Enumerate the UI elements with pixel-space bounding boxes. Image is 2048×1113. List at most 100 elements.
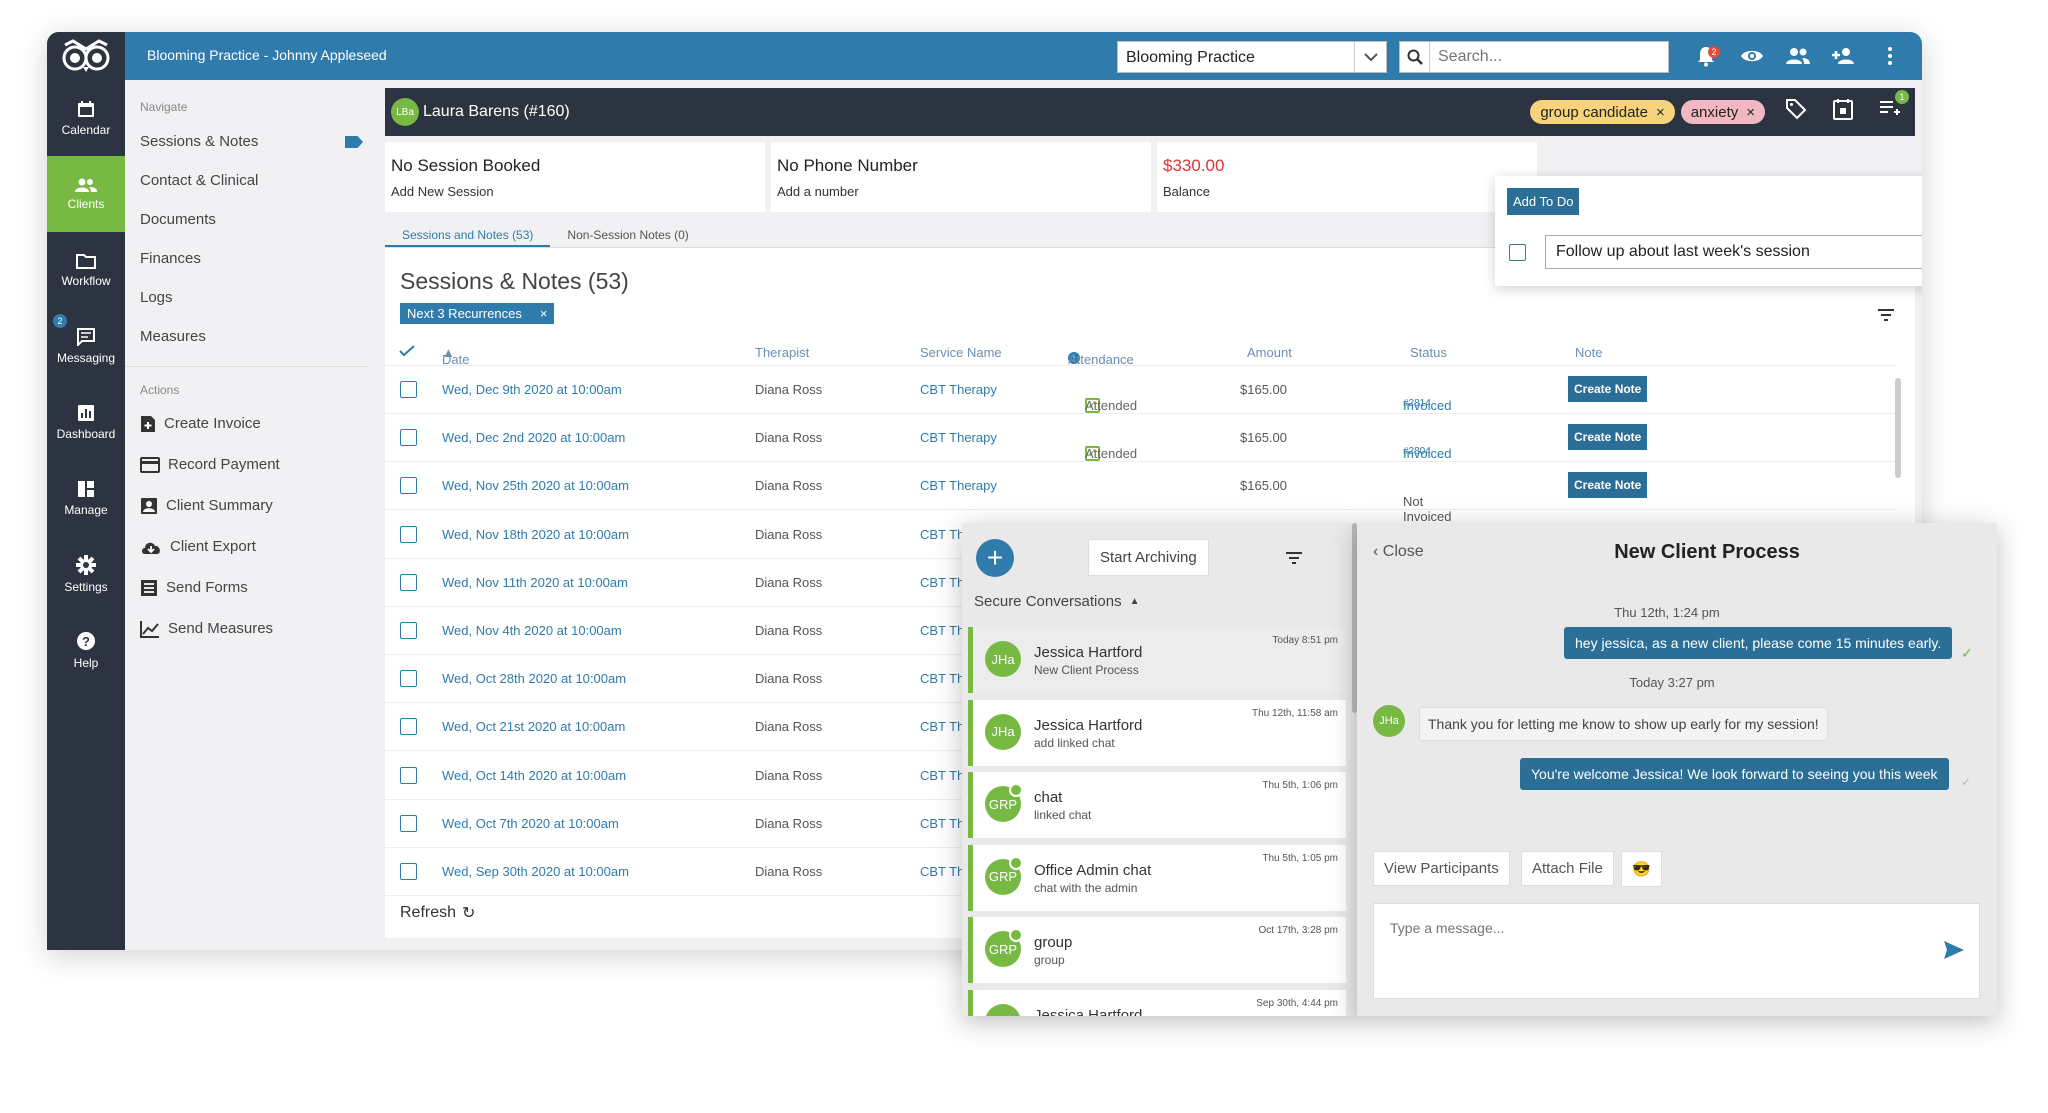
secure-conversations-heading[interactable]: Secure Conversations ▲: [974, 593, 1139, 610]
session-date[interactable]: Wed, Oct 28th 2020 at 10:00am: [442, 671, 627, 687]
remove-filter-icon[interactable]: ×: [539, 306, 548, 321]
message-input[interactable]: [1374, 904, 1934, 998]
send-icon[interactable]: [1943, 940, 1965, 965]
row-checkbox[interactable]: [400, 429, 417, 447]
create-note-button[interactable]: Create Note: [1568, 472, 1648, 499]
attach-file-button[interactable]: Attach File: [1521, 851, 1614, 886]
subnav-measures[interactable]: Measures: [125, 317, 379, 356]
tag-chip[interactable]: anxiety ×: [1680, 100, 1765, 124]
action-send-forms[interactable]: Send Forms: [125, 567, 379, 608]
action-client-summary[interactable]: Client Summary: [125, 485, 379, 526]
session-service[interactable]: CBT The: [920, 671, 972, 687]
subnav-finances[interactable]: Finances: [125, 239, 379, 278]
session-service[interactable]: CBT Therapy: [920, 430, 997, 446]
practice-select[interactable]: Blooming Practice: [1117, 41, 1387, 73]
conversation-item[interactable]: GRP chat linked chat Thu 5th, 1:06 pm: [968, 772, 1346, 838]
view-participants-button[interactable]: View Participants: [1373, 851, 1510, 886]
remove-tag-icon[interactable]: ×: [1655, 103, 1665, 121]
nav-clients[interactable]: Clients: [47, 156, 125, 232]
session-date[interactable]: Wed, Nov 18th 2020 at 10:00am: [442, 526, 629, 542]
subnav-logs[interactable]: Logs: [125, 278, 379, 317]
conversation-item[interactable]: JHa Jessica Hartford New Client Process Tod…: [968, 627, 1346, 693]
session-service[interactable]: CBT The: [920, 623, 972, 638]
search-icon[interactable]: [1400, 42, 1430, 72]
session-date[interactable]: Wed, Dec 9th 2020 at 10:00am: [442, 382, 622, 397]
todo-list-icon[interactable]: 1: [1879, 90, 1909, 125]
row-checkbox[interactable]: [400, 863, 417, 880]
table-scrollbar[interactable]: [1895, 378, 1901, 478]
session-card[interactable]: No Session Booked Add New Session: [385, 142, 765, 212]
nav-dashboard[interactable]: Dashboard: [47, 384, 125, 460]
recurrence-filter-chip[interactable]: Next 3 Recurrences ×: [400, 303, 555, 324]
search-input[interactable]: [1430, 42, 1660, 72]
emoji-button[interactable]: 😎: [1621, 851, 1662, 887]
filter-icon[interactable]: [1877, 308, 1895, 326]
remove-tag-icon[interactable]: ×: [1746, 103, 1755, 121]
nav-manage[interactable]: Manage: [47, 460, 125, 536]
balance-card[interactable]: $330.00 Balance: [1157, 142, 1537, 212]
subnav-sessions-notes[interactable]: Sessions & Notes: [125, 122, 379, 161]
row-checkbox[interactable]: [400, 718, 417, 736]
row-checkbox[interactable]: [400, 766, 417, 784]
session-service[interactable]: CBT The: [920, 719, 972, 735]
close-button[interactable]: ‹ Close: [1373, 543, 1424, 561]
session-service[interactable]: CBT Therapy: [920, 478, 997, 494]
card-sub[interactable]: Add New Session: [391, 184, 494, 199]
create-note-button[interactable]: Create Note: [1568, 424, 1648, 451]
col-therapist[interactable]: Therapist: [755, 345, 810, 360]
session-date[interactable]: Wed, Nov 11th 2020 at 10:00am: [442, 574, 628, 590]
refresh-button[interactable]: Refresh ↻: [400, 903, 475, 923]
tag-chip[interactable]: group candidate ×: [1530, 100, 1675, 124]
session-date[interactable]: Wed, Dec 2nd 2020 at 10:00am: [442, 430, 626, 446]
conversation-scrollbar[interactable]: [1352, 523, 1357, 713]
nav-messaging[interactable]: 2 Messaging: [47, 308, 125, 384]
more-vertical-icon[interactable]: [1876, 42, 1904, 70]
conversation-item[interactable]: GRP group group Oct 17th, 3:28 pm: [968, 917, 1346, 983]
owl-logo[interactable]: [47, 32, 125, 80]
row-checkbox[interactable]: [400, 477, 417, 495]
new-conversation-button[interactable]: +: [976, 539, 1014, 577]
nav-workflow[interactable]: Workflow: [47, 232, 125, 308]
row-checkbox[interactable]: [400, 573, 417, 591]
tab-sessions-notes[interactable]: Sessions and Notes (53): [385, 220, 551, 247]
session-date[interactable]: Wed, Oct 21st 2020 at 10:00am: [442, 719, 626, 735]
nav-calendar[interactable]: Calendar: [47, 80, 125, 156]
phone-card[interactable]: No Phone Number Add a number: [771, 142, 1151, 212]
action-create-invoice[interactable]: Create Invoice: [125, 403, 379, 444]
session-date[interactable]: Wed, Nov 25th 2020 at 10:00am: [442, 478, 629, 494]
todo-item-field[interactable]: [1545, 235, 1922, 269]
col-amount[interactable]: Amount: [1247, 345, 1292, 360]
subnav-contact-clinical[interactable]: Contact & Clinical: [125, 161, 379, 200]
session-service[interactable]: CBT Therapy: [920, 382, 997, 397]
select-all-icon[interactable]: [399, 345, 415, 360]
row-checkbox[interactable]: [400, 814, 417, 832]
row-checkbox[interactable]: [400, 622, 417, 639]
session-service[interactable]: CBT The: [920, 767, 972, 783]
eye-icon[interactable]: [1738, 42, 1766, 70]
session-service[interactable]: CBT The: [920, 526, 972, 542]
tab-non-session-notes[interactable]: Non-Session Notes (0): [567, 228, 689, 242]
nav-help[interactable]: ? Help: [47, 612, 125, 688]
col-note[interactable]: Note: [1575, 345, 1603, 360]
session-date[interactable]: Wed, Oct 7th 2020 at 10:00am: [442, 815, 619, 831]
session-date[interactable]: Wed, Nov 4th 2020 at 10:00am: [442, 623, 622, 638]
action-record-payment[interactable]: Record Payment: [125, 444, 379, 485]
table-row[interactable]: Wed, Nov 25th 2020 at 10:00am Diana Ross C…: [385, 462, 1895, 524]
conversation-item[interactable]: JHa Jessica Hartford add linked chat Thu 12…: [968, 699, 1346, 766]
row-checkbox[interactable]: [400, 670, 417, 688]
table-row[interactable]: Wed, Dec 2nd 2020 at 10:00am Diana Ross CB…: [385, 414, 1895, 463]
session-date[interactable]: Wed, Oct 14th 2020 at 10:00am: [442, 767, 627, 783]
filter-icon[interactable]: [1285, 551, 1303, 569]
conversation-item[interactable]: JHa Jessica Hartford Sep 30th, 4:44 pm: [968, 989, 1346, 1016]
session-service[interactable]: CBT The: [920, 574, 972, 590]
chevron-down-icon[interactable]: [1354, 42, 1386, 72]
session-date[interactable]: Wed, Sep 30th 2020 at 10:00am: [442, 864, 629, 879]
row-checkbox[interactable]: [400, 381, 417, 398]
subnav-documents[interactable]: Documents: [125, 200, 379, 239]
action-client-export[interactable]: Client Export: [125, 526, 379, 567]
action-send-measures[interactable]: Send Measures: [125, 608, 379, 649]
notifications-bell-icon[interactable]: 2: [1692, 42, 1720, 70]
add-todo-button[interactable]: Add To Do: [1507, 188, 1580, 215]
table-row[interactable]: Wed, Dec 9th 2020 at 10:00am Diana Ross CB…: [385, 366, 1895, 414]
todo-checkbox[interactable]: [1509, 244, 1526, 261]
